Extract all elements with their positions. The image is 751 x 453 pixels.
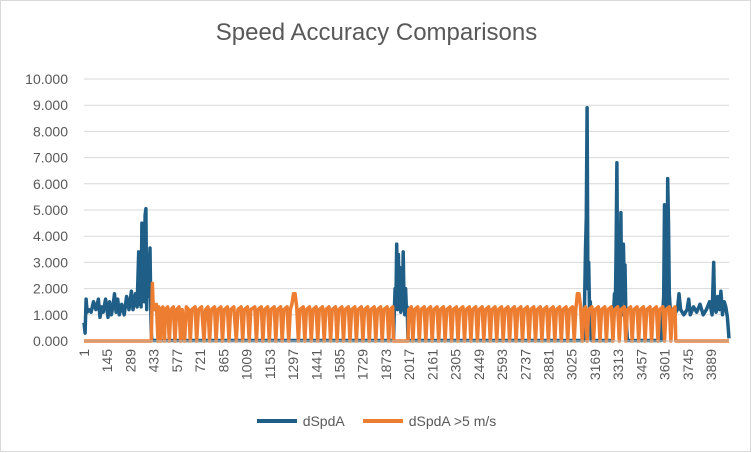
y-tick-label: 2.000 — [33, 281, 68, 297]
x-tick-label: 2161 — [424, 349, 440, 380]
x-tick-label: 1873 — [378, 349, 394, 380]
x-tick-label: 2881 — [541, 349, 557, 380]
x-tick-label: 3313 — [610, 349, 626, 380]
x-tick-label: 1153 — [262, 349, 278, 379]
x-tick-label: 865 — [215, 349, 231, 373]
x-tick-label: 1441 — [308, 349, 324, 380]
y-tick-label: 6.000 — [33, 176, 68, 192]
legend-item-series-1: dSpdA — [256, 413, 345, 429]
legend-label-series-1: dSpdA — [302, 413, 345, 429]
x-tick-label: 3601 — [657, 349, 673, 380]
x-tick-label: 3457 — [633, 349, 649, 380]
legend-swatch-series-1 — [256, 419, 297, 423]
x-tick-label: 2593 — [494, 349, 510, 380]
series-line-1 — [82, 106, 731, 343]
x-tick-label: 3169 — [587, 349, 603, 380]
y-tick-label: 5.000 — [33, 202, 68, 218]
x-tick-label: 2449 — [471, 349, 487, 380]
y-tick-label: 0.000 — [33, 333, 68, 349]
x-tick-label: 1297 — [285, 349, 301, 380]
x-tick-label: 3889 — [703, 349, 719, 380]
x-tick-label: 289 — [122, 349, 138, 373]
x-tick-label: 2305 — [448, 349, 464, 380]
x-tick-label: 1 — [76, 349, 92, 357]
y-tick-label: 1.000 — [33, 307, 68, 323]
x-tick-label: 2017 — [401, 349, 417, 380]
y-tick-label: 4.000 — [33, 228, 68, 244]
x-tick-label: 1729 — [355, 349, 371, 380]
y-tick-label: 10.000 — [25, 71, 68, 87]
legend: dSpdA dSpdA >5 m/s — [1, 413, 751, 429]
y-tick-label: 7.000 — [33, 150, 68, 166]
y-tick-label: 3.000 — [33, 254, 68, 270]
y-tick-label: 8.000 — [33, 123, 68, 139]
legend-item-series-2: dSpdA >5 m/s — [362, 413, 497, 429]
x-tick-label: 577 — [169, 349, 185, 373]
x-tick-label: 1585 — [331, 349, 347, 380]
x-tick-label: 2737 — [517, 349, 533, 380]
x-tick-label: 433 — [146, 349, 162, 373]
legend-label-series-2: dSpdA >5 m/s — [408, 413, 497, 429]
legend-swatch-series-2 — [362, 419, 403, 423]
x-tick-label: 1009 — [239, 349, 255, 380]
x-tick-label: 145 — [99, 349, 115, 373]
y-tick-label: 9.000 — [33, 97, 68, 113]
x-tick-label: 3745 — [680, 349, 696, 380]
chart-title: Speed Accuracy Comparisons — [215, 19, 538, 46]
x-tick-label: 721 — [192, 349, 208, 373]
series-line-2 — [84, 281, 729, 343]
x-tick-label: 3025 — [564, 349, 580, 380]
